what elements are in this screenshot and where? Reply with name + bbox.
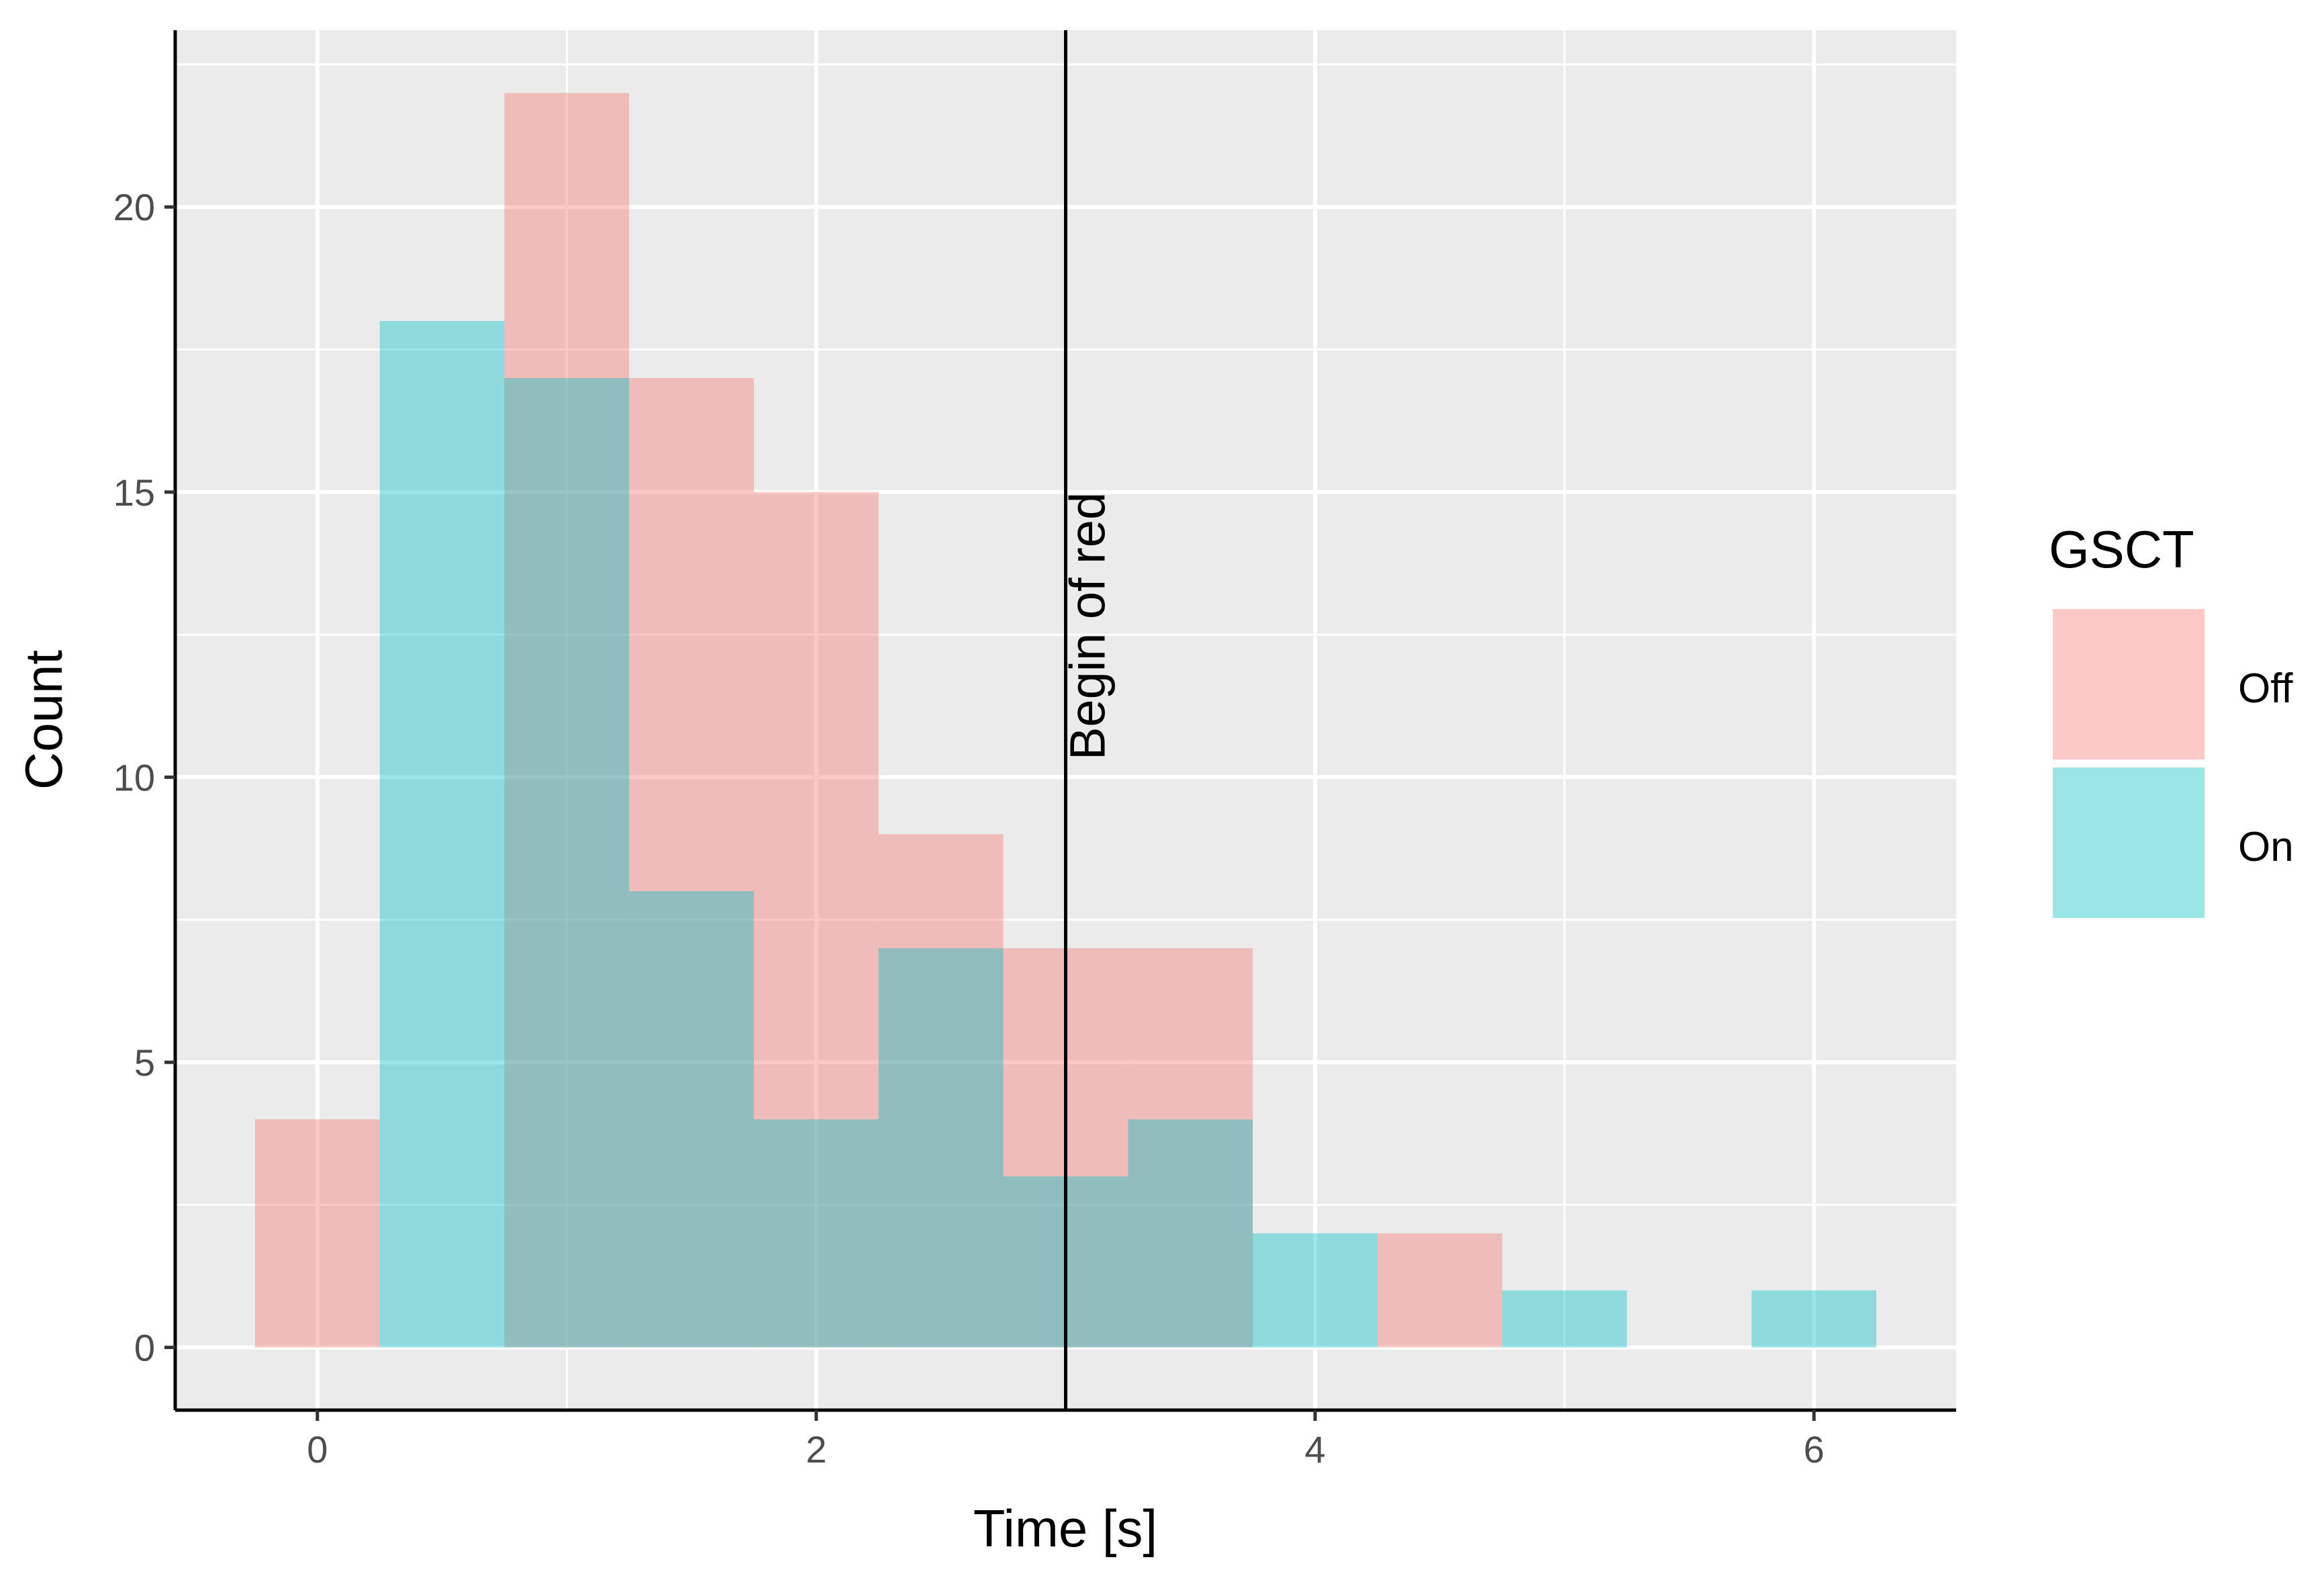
y-tick-label: 10 — [113, 756, 155, 798]
x-axis-ticks: 0 2 4 6 — [307, 1410, 1825, 1471]
y-tick-label: 5 — [134, 1041, 155, 1084]
bar-on-5 — [1502, 1290, 1627, 1348]
y-tick-label: 0 — [134, 1327, 155, 1369]
begin-of-red-label: Begin of red — [1060, 492, 1116, 760]
bar-off-1.5 — [629, 377, 755, 1348]
x-tick-label: 0 — [307, 1428, 328, 1471]
bar-on-6 — [1751, 1290, 1877, 1348]
bar-off-0 — [254, 1119, 380, 1348]
legend: GSCT Off On — [2049, 520, 2294, 921]
begin-of-red-annotation: Begin of red — [1060, 30, 1116, 1410]
bar-on-0.5 — [379, 321, 505, 1348]
y-axis-title: Count — [14, 650, 73, 790]
x-axis-title: Time [s] — [973, 1499, 1157, 1558]
y-tick-label: 20 — [113, 186, 155, 228]
bar-on-1.5 — [629, 891, 755, 1348]
bar-on-2 — [754, 1119, 879, 1348]
legend-key-off — [2050, 606, 2207, 762]
bars-off-series — [254, 93, 1502, 1348]
bar-on-4 — [1253, 1233, 1377, 1348]
bar-off-2.5 — [878, 834, 1004, 1348]
bar-on-2.5 — [878, 948, 1004, 1348]
legend-label-on: On — [2238, 824, 2294, 870]
legend-label-off: Off — [2238, 665, 2293, 712]
bar-on-3.5 — [1128, 1119, 1253, 1348]
x-tick-label: 2 — [806, 1428, 826, 1471]
x-tick-label: 6 — [1804, 1428, 1825, 1471]
bar-off-3.5 — [1128, 948, 1253, 1348]
bar-off-4.5 — [1377, 1233, 1502, 1348]
y-tick-label: 15 — [113, 471, 155, 514]
y-axis-ticks: 0 5 10 15 20 — [113, 186, 175, 1369]
bar-off-2 — [754, 492, 879, 1348]
legend-title: GSCT — [2049, 520, 2194, 579]
legend-key-on — [2050, 765, 2207, 921]
x-tick-label: 4 — [1304, 1428, 1325, 1471]
bar-on-1 — [504, 377, 630, 1348]
bar-off-1 — [504, 93, 630, 1348]
